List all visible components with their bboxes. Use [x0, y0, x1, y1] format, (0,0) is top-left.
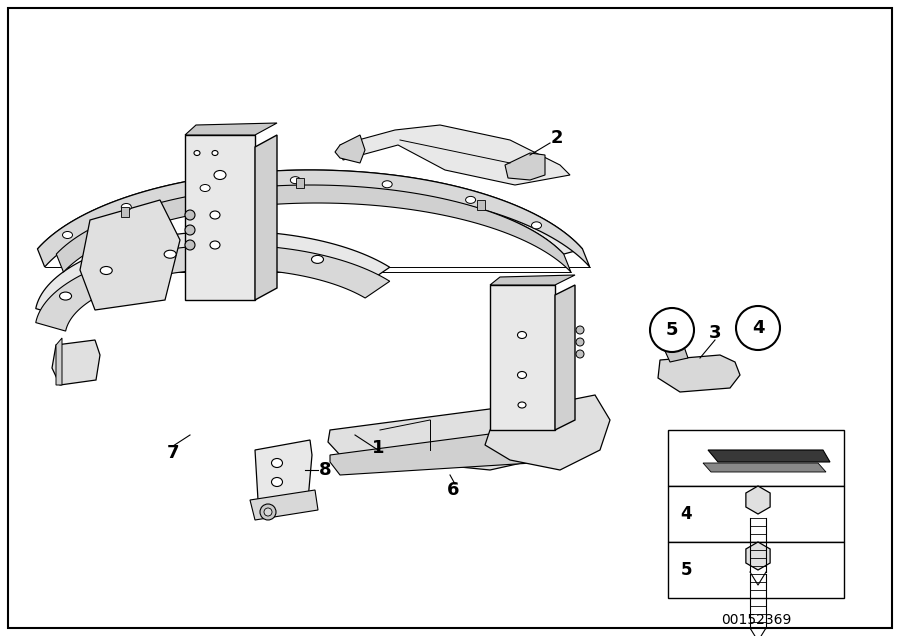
Circle shape [185, 240, 195, 250]
Ellipse shape [194, 151, 200, 155]
Polygon shape [340, 125, 570, 185]
Ellipse shape [239, 246, 251, 254]
Polygon shape [505, 153, 545, 180]
Polygon shape [250, 490, 318, 520]
Ellipse shape [122, 204, 131, 211]
Text: 7: 7 [166, 444, 179, 462]
Ellipse shape [100, 266, 112, 275]
Ellipse shape [291, 177, 301, 184]
Text: 5: 5 [666, 321, 679, 339]
Polygon shape [658, 355, 740, 392]
Polygon shape [255, 135, 277, 300]
Ellipse shape [59, 292, 72, 300]
Text: 8: 8 [319, 461, 331, 479]
Polygon shape [485, 395, 610, 470]
Polygon shape [255, 440, 312, 510]
Text: 4: 4 [752, 319, 764, 337]
Text: 4: 4 [680, 505, 692, 523]
Ellipse shape [311, 256, 323, 263]
Polygon shape [121, 207, 129, 218]
Polygon shape [703, 463, 826, 472]
Circle shape [736, 306, 780, 350]
Text: 1: 1 [372, 439, 384, 457]
Polygon shape [296, 178, 304, 188]
Polygon shape [52, 340, 100, 385]
Ellipse shape [200, 184, 210, 191]
Ellipse shape [210, 241, 220, 249]
Ellipse shape [518, 371, 526, 378]
Ellipse shape [210, 211, 220, 219]
Ellipse shape [212, 151, 218, 155]
Polygon shape [36, 231, 390, 317]
Polygon shape [490, 285, 555, 430]
Text: 2: 2 [551, 129, 563, 147]
Ellipse shape [272, 459, 283, 467]
Circle shape [264, 508, 272, 516]
Bar [668, 542, 844, 598]
Bar [668, 486, 844, 542]
Circle shape [576, 326, 584, 334]
Ellipse shape [532, 222, 542, 229]
Polygon shape [328, 405, 550, 470]
Polygon shape [185, 123, 277, 135]
Circle shape [260, 504, 276, 520]
Polygon shape [490, 275, 575, 285]
Polygon shape [56, 338, 62, 385]
Ellipse shape [214, 170, 226, 179]
Ellipse shape [518, 402, 526, 408]
Polygon shape [36, 245, 390, 331]
Text: 3: 3 [709, 324, 721, 342]
Circle shape [576, 338, 584, 346]
Polygon shape [660, 335, 688, 362]
Polygon shape [335, 135, 365, 163]
Polygon shape [477, 200, 485, 210]
Polygon shape [708, 450, 830, 462]
Ellipse shape [382, 181, 392, 188]
Bar [668, 430, 844, 486]
Circle shape [185, 225, 195, 235]
Polygon shape [38, 170, 590, 267]
Text: 6: 6 [446, 481, 459, 499]
Polygon shape [330, 430, 550, 475]
Polygon shape [57, 185, 571, 272]
Ellipse shape [465, 197, 475, 204]
Circle shape [650, 308, 694, 352]
Text: 00152369: 00152369 [721, 613, 791, 627]
Polygon shape [555, 285, 575, 430]
Circle shape [185, 210, 195, 220]
Ellipse shape [62, 232, 73, 238]
Polygon shape [38, 170, 582, 254]
Ellipse shape [518, 331, 526, 338]
Circle shape [576, 350, 584, 358]
Text: 5: 5 [680, 561, 692, 579]
Polygon shape [185, 135, 255, 300]
Ellipse shape [164, 250, 176, 258]
Ellipse shape [272, 478, 283, 487]
Polygon shape [80, 200, 180, 310]
